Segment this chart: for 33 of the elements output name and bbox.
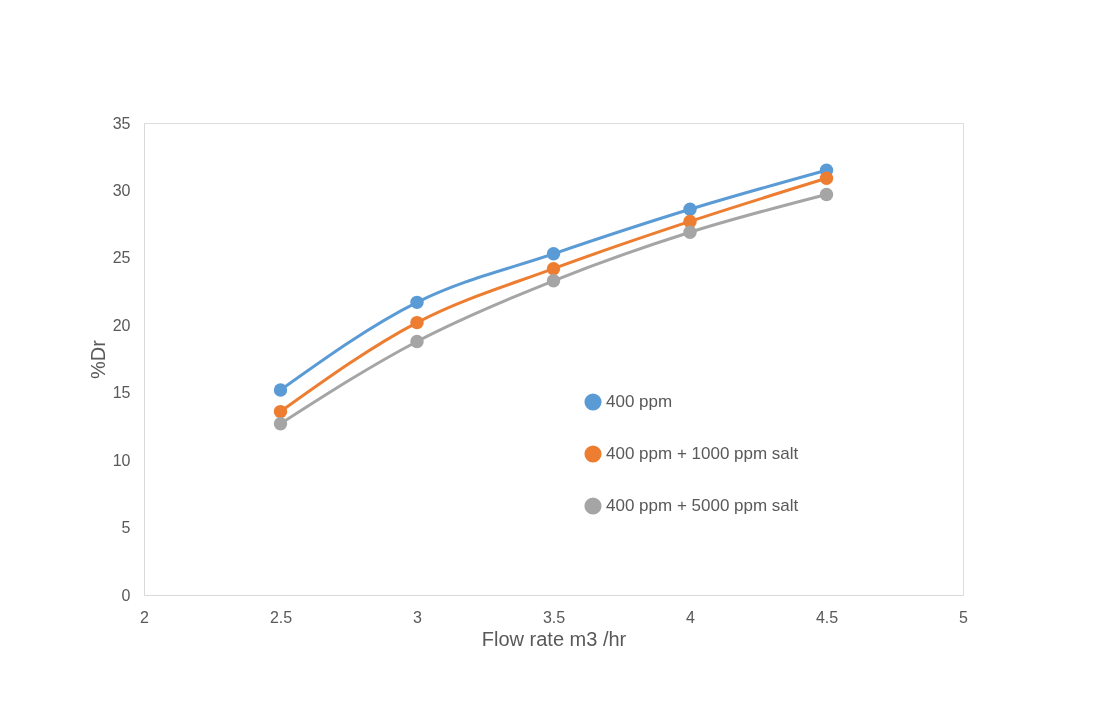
point <box>410 315 424 330</box>
y-axis-title: %Dr <box>86 339 109 379</box>
y-tick-label: 35 <box>112 114 131 132</box>
y-tick-label: 25 <box>112 249 131 267</box>
y-tick-label: 5 <box>121 519 131 537</box>
point <box>546 247 561 261</box>
point <box>683 202 697 216</box>
point <box>546 261 561 276</box>
point <box>273 404 288 419</box>
point <box>819 187 834 202</box>
x-tick-label: 4 <box>686 608 696 626</box>
legend-label: 400 ppm <box>606 392 673 411</box>
x-tick-label: 2 <box>140 608 150 626</box>
x-tick-label: 5 <box>959 608 969 626</box>
x-tick-label: 3.5 <box>542 608 566 626</box>
y-tick-label: 30 <box>112 181 131 199</box>
x-tick-label: 4.5 <box>815 608 839 626</box>
y-tick-label: 0 <box>121 586 131 604</box>
point <box>273 417 288 431</box>
y-tick-label: 10 <box>112 451 131 469</box>
point <box>819 171 834 185</box>
x-tick-label: 2.5 <box>269 608 293 626</box>
point <box>273 383 288 397</box>
x-tick-label: 3 <box>413 608 423 626</box>
point <box>410 295 424 310</box>
point <box>410 334 424 349</box>
legend-label: 400 ppm + 5000 ppm salt <box>606 496 799 515</box>
x-axis-title: Flow rate m3 /hr <box>481 627 627 650</box>
y-tick-label: 15 <box>112 384 131 402</box>
legend-label: 400 ppm + 1000 ppm salt <box>606 444 799 463</box>
point <box>546 274 561 288</box>
y-tick-label: 20 <box>112 316 131 334</box>
point <box>683 225 697 239</box>
